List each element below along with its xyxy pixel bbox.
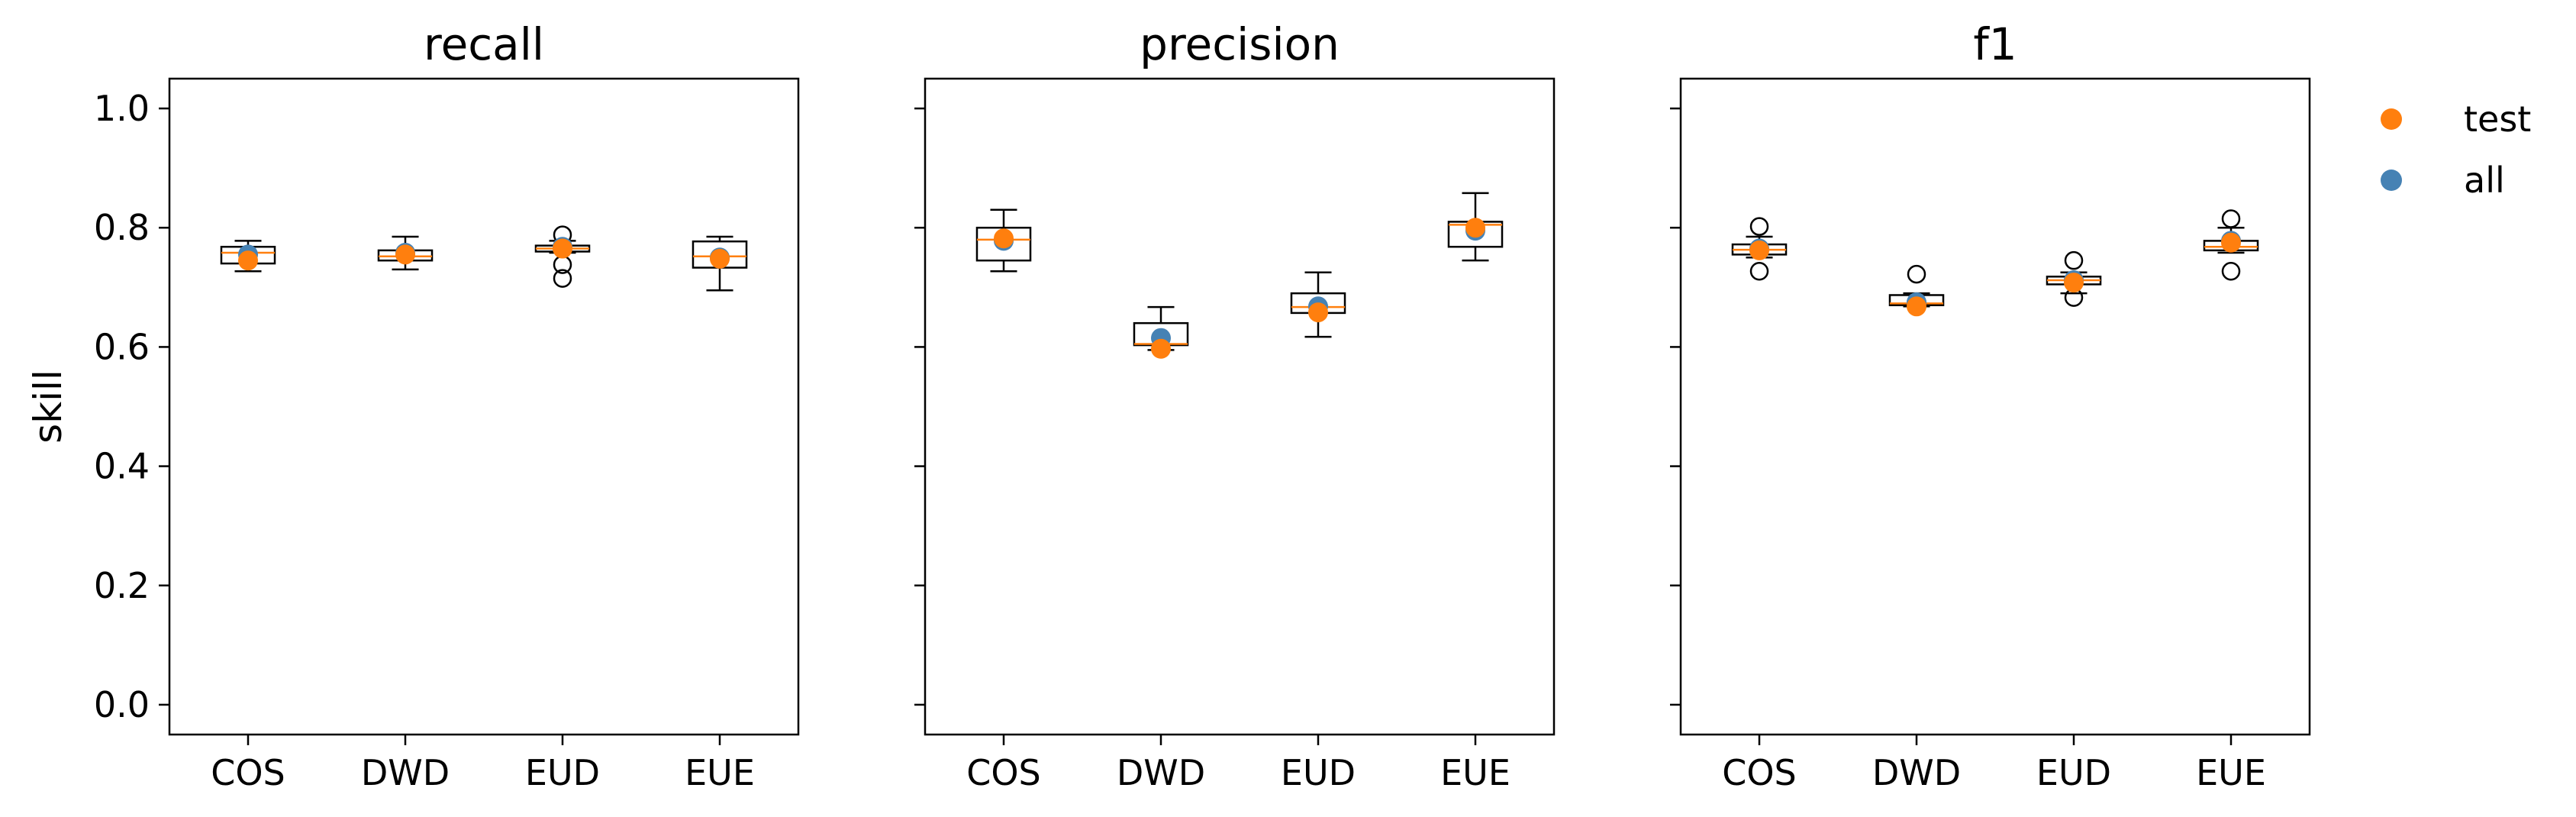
x-tick-label: COS [1722, 752, 1797, 793]
legend-label-all: all [2464, 160, 2505, 201]
y-tick-label: 1.0 [94, 88, 150, 129]
y-tick-label: 0.0 [94, 684, 150, 725]
legend: test all [2381, 98, 2531, 201]
y-tick-label: 0.4 [94, 446, 150, 487]
x-tick-label: EUD [1281, 752, 1356, 793]
test-point [1749, 240, 1769, 260]
test-point [710, 248, 730, 269]
y-axis-label: skill [26, 370, 70, 444]
panel-recall: recall 0.0 0.2 0.4 0.6 0.8 1.0 COS DWD EUD EUE [94, 18, 800, 793]
box-iqr [975, 226, 1032, 262]
test-point [1907, 296, 1926, 317]
test-point [2221, 232, 2241, 253]
test-point [994, 228, 1014, 249]
outlier-point [2064, 250, 2084, 270]
outlier-point [1749, 261, 1769, 281]
x-tick-label: DWD [1117, 752, 1205, 793]
axes-frame [1679, 77, 2311, 736]
x-tick-label: DWD [361, 752, 450, 793]
panel-title: f1 [1973, 18, 2017, 70]
y-tick-label: 0.6 [94, 326, 150, 367]
x-tick-label: EUD [2036, 752, 2111, 793]
x-tick-label: COS [966, 752, 1041, 793]
outlier-point [553, 269, 572, 288]
y-tick-label: 0.2 [94, 565, 150, 606]
test-point [553, 238, 572, 259]
axes-frame [924, 77, 1556, 736]
x-tick-label: DWD [1872, 752, 1961, 793]
legend-marker-test [2381, 108, 2402, 130]
panel-title: precision [1140, 18, 1340, 70]
outlier-point [2221, 261, 2241, 281]
legend-label-test: test [2464, 98, 2531, 140]
panel-f1: f1 COS DWD EUD EUE [1670, 18, 2311, 793]
test-point [2064, 273, 2084, 293]
axes-frame [168, 77, 800, 736]
test-point [1465, 218, 1485, 238]
test-point [1308, 302, 1328, 323]
outlier-point [1749, 217, 1769, 236]
test-point [1151, 338, 1171, 359]
x-tick-label: EUE [685, 752, 755, 793]
outlier-point [1907, 264, 1926, 284]
outlier-point [2221, 209, 2241, 228]
y-tick-label: 0.8 [94, 207, 150, 248]
test-point [395, 244, 415, 265]
x-tick-label: COS [211, 752, 285, 793]
panel-title: recall [424, 18, 544, 70]
x-tick-label: EUE [2196, 752, 2266, 793]
x-tick-label: EUE [1440, 752, 1510, 793]
x-tick-label: EUD [525, 752, 600, 793]
test-point [238, 250, 258, 271]
panel-precision: precision COS DWD EUD EUE [914, 18, 1556, 793]
legend-marker-all [2381, 170, 2402, 191]
